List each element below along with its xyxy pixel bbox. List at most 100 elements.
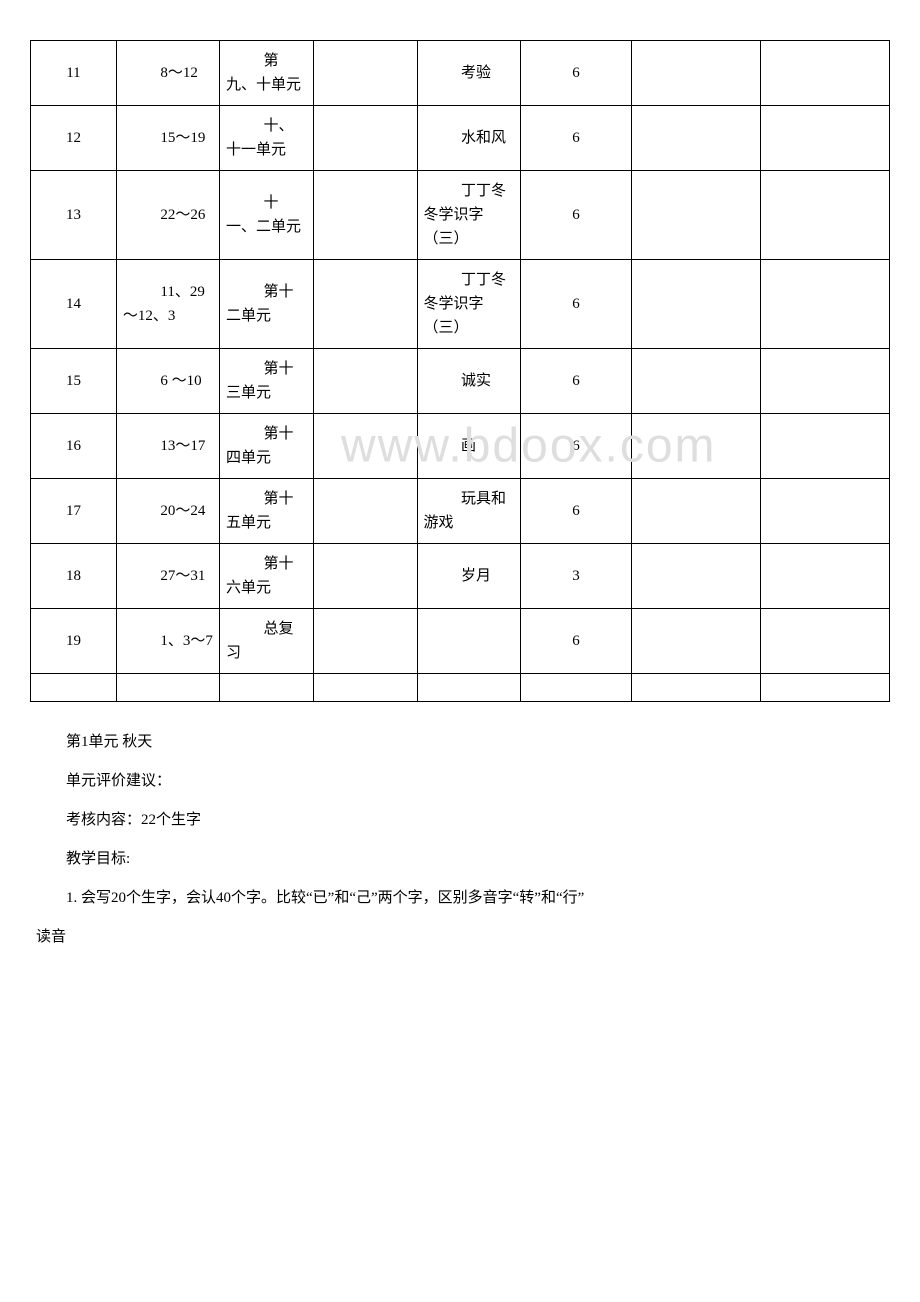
- table-cell: 第十五单元: [219, 479, 313, 544]
- table-cell: [219, 674, 313, 702]
- table-row: 1322～26十一、二单元 丁丁冬冬学识字（三）6: [31, 171, 890, 260]
- table-cell: 15～19: [116, 106, 219, 171]
- table-cell: 6: [520, 41, 632, 106]
- table-cell: 19: [31, 609, 117, 674]
- table-cell: [632, 414, 761, 479]
- table-row: 191、3～7总复习 6: [31, 609, 890, 674]
- table-cell: [761, 479, 890, 544]
- table-cell: [761, 414, 890, 479]
- table-cell: [314, 479, 417, 544]
- table-cell: [632, 41, 761, 106]
- table-cell: 6: [520, 260, 632, 349]
- table-row: 1827～31第十六单元 岁月3: [31, 544, 890, 609]
- table-cell: 12: [31, 106, 117, 171]
- schedule-table-body: 118～12第九、十单元考验61215～19十、十一单元水和风61322～26十…: [31, 41, 890, 702]
- table-cell: 6: [520, 609, 632, 674]
- table-cell: 22～26: [116, 171, 219, 260]
- table-cell: [761, 41, 890, 106]
- table-cell: 丁丁冬冬学识字（三）: [417, 171, 520, 260]
- table-cell: 画: [417, 414, 520, 479]
- paragraph: 教学目标:: [36, 843, 884, 876]
- table-cell: 第十四单元: [219, 414, 313, 479]
- table-cell: [314, 544, 417, 609]
- table-cell: 14: [31, 260, 117, 349]
- table-cell: 6: [520, 171, 632, 260]
- table-row: 1720～24第十五单元 玩具和游戏6: [31, 479, 890, 544]
- table-cell: [632, 609, 761, 674]
- table-row-empty: [31, 674, 890, 702]
- table-cell: 考验: [417, 41, 520, 106]
- table-cell: [314, 41, 417, 106]
- table-cell: [761, 260, 890, 349]
- table-cell: 8～12: [116, 41, 219, 106]
- schedule-table: 118～12第九、十单元考验61215～19十、十一单元水和风61322～26十…: [30, 40, 890, 702]
- table-cell: 20～24: [116, 479, 219, 544]
- table-cell: [632, 479, 761, 544]
- table-cell: [761, 674, 890, 702]
- table-cell: 十、十一单元: [219, 106, 313, 171]
- table-cell: 17: [31, 479, 117, 544]
- table-cell: [314, 674, 417, 702]
- table-row: 1411、29～12、3第十二单元 丁丁冬冬学识字（三）6: [31, 260, 890, 349]
- table-cell: 总复习: [219, 609, 313, 674]
- table-cell: 第九、十单元: [219, 41, 313, 106]
- table-row: 118～12第九、十单元 考验6: [31, 41, 890, 106]
- table-cell: [632, 674, 761, 702]
- table-cell: 第十三单元: [219, 349, 313, 414]
- table-cell: 岁月: [417, 544, 520, 609]
- table-row: 1613～17第十四单元 画6: [31, 414, 890, 479]
- table-row: 156 ～10第十三单元 诚实6: [31, 349, 890, 414]
- table-cell: [632, 349, 761, 414]
- table-cell: 1、3～7: [116, 609, 219, 674]
- table-cell: [632, 106, 761, 171]
- table-cell: 诚实: [417, 349, 520, 414]
- table-cell: 3: [520, 544, 632, 609]
- table-cell: 丁丁冬冬学识字（三）: [417, 260, 520, 349]
- text-content: 第1单元 秋天单元评价建议： 考核内容：22个生字教学目标: 1. 会写20个生字，…: [30, 726, 890, 954]
- table-cell: [31, 674, 117, 702]
- table-cell: 水和风: [417, 106, 520, 171]
- table-cell: [314, 106, 417, 171]
- table-cell: [632, 544, 761, 609]
- schedule-table-container: 118～12第九、十单元考验61215～19十、十一单元水和风61322～26十…: [30, 40, 890, 702]
- table-cell: 11、29～12、3: [116, 260, 219, 349]
- table-cell: [314, 260, 417, 349]
- table-cell: 6: [520, 349, 632, 414]
- table-cell: [761, 609, 890, 674]
- table-cell: [761, 544, 890, 609]
- table-cell: [417, 609, 520, 674]
- table-cell: 16: [31, 414, 117, 479]
- paragraph: 第1单元 秋天: [36, 726, 884, 759]
- table-row: 1215～19十、十一单元 水和风6: [31, 106, 890, 171]
- table-cell: [417, 674, 520, 702]
- table-cell: 13～17: [116, 414, 219, 479]
- table-cell: 玩具和游戏: [417, 479, 520, 544]
- table-cell: [761, 171, 890, 260]
- table-cell: 十一、二单元: [219, 171, 313, 260]
- table-cell: 15: [31, 349, 117, 414]
- table-cell: [314, 414, 417, 479]
- paragraph: 1. 会写20个生字，会认40个字。比较“已”和“己”两个字，区别多音字“转”和…: [36, 882, 884, 915]
- table-cell: 11: [31, 41, 117, 106]
- table-cell: [761, 349, 890, 414]
- table-cell: 第十二单元: [219, 260, 313, 349]
- table-cell: [314, 609, 417, 674]
- table-cell: [520, 674, 632, 702]
- table-cell: 6: [520, 479, 632, 544]
- table-cell: 27～31: [116, 544, 219, 609]
- table-cell: 6: [520, 106, 632, 171]
- table-cell: [314, 171, 417, 260]
- table-cell: [314, 349, 417, 414]
- table-cell: 6 ～10: [116, 349, 219, 414]
- table-cell: 18: [31, 544, 117, 609]
- table-cell: [116, 674, 219, 702]
- paragraph: 单元评价建议：: [36, 765, 884, 798]
- paragraph: 考核内容：22个生字: [36, 804, 884, 837]
- table-cell: [761, 106, 890, 171]
- table-cell: 第十六单元: [219, 544, 313, 609]
- paragraph-trailing: 读音: [36, 921, 884, 954]
- table-cell: [632, 260, 761, 349]
- table-cell: 13: [31, 171, 117, 260]
- table-cell: 6: [520, 414, 632, 479]
- table-cell: [632, 171, 761, 260]
